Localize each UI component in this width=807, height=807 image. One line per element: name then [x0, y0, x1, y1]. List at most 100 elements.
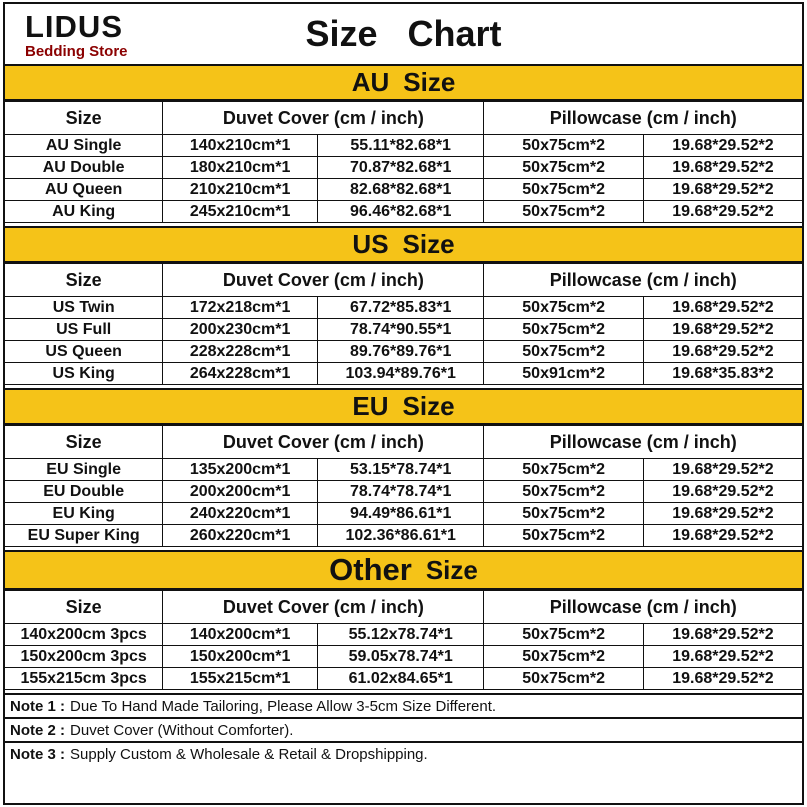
note-row: Note 2 : Duvet Cover (Without Comforter).	[5, 717, 802, 741]
note-label: Note 2 :	[10, 721, 66, 739]
col-header-size: Size	[5, 425, 164, 459]
size-cell: EU Single	[5, 458, 164, 481]
duvet-inch-cell: 89.76*89.76*1	[316, 340, 485, 363]
section-banner-other: Other Size	[5, 550, 802, 590]
size-cell: EU King	[5, 502, 164, 525]
size-cell: EU Super King	[5, 524, 164, 547]
col-header-size: Size	[5, 263, 164, 297]
col-header-pillowcase: Pillowcase (cm / inch)	[483, 263, 802, 297]
table-row: 150x200cm 3pcs 150x200cm*1 59.05x78.74*1 50…	[5, 645, 802, 668]
section-banner-eu: EU Size	[5, 388, 802, 425]
table-row: US Twin 172x218cm*1 67.72*85.83*1 50x75cm*2…	[5, 296, 802, 319]
duvet-inch-cell: 102.36*86.61*1	[316, 524, 485, 547]
size-cell: US King	[5, 362, 164, 385]
section-other: Other Size Size Duvet Cover (cm / inch) Pill…	[5, 550, 802, 690]
duvet-cm-cell: 135x200cm*1	[162, 458, 318, 481]
duvet-cm-cell: 228x228cm*1	[162, 340, 318, 363]
pillow-inch-cell: 19.68*29.52*2	[642, 480, 802, 503]
duvet-inch-cell: 61.02x84.65*1	[316, 667, 485, 690]
pillow-inch-cell: 19.68*29.52*2	[642, 296, 802, 319]
note-text: Due To Hand Made Tailoring, Please Allow…	[70, 697, 497, 715]
size-table-us: Size Duvet Cover (cm / inch) Pillowcase (c…	[5, 263, 802, 385]
duvet-cm-cell: 180x210cm*1	[162, 156, 318, 179]
column-header-row: Size Duvet Cover (cm / inch) Pillowcase (c…	[5, 425, 802, 459]
col-header-pillowcase: Pillowcase (cm / inch)	[483, 425, 802, 459]
duvet-inch-cell: 67.72*85.83*1	[316, 296, 485, 319]
note-row: Note 1 : Due To Hand Made Tailoring, Plea…	[5, 693, 802, 717]
pillow-inch-cell: 19.68*29.52*2	[642, 200, 802, 223]
duvet-inch-cell: 59.05x78.74*1	[316, 645, 485, 668]
pillow-cm-cell: 50x75cm*2	[483, 502, 644, 525]
pillow-inch-cell: 19.68*35.83*2	[642, 362, 802, 385]
duvet-inch-cell: 78.74*78.74*1	[316, 480, 485, 503]
duvet-cm-cell: 140x200cm*1	[162, 623, 318, 646]
section-eu: EU Size Size Duvet Cover (cm / inch) Pillowc…	[5, 388, 802, 547]
duvet-cm-cell: 155x215cm*1	[162, 667, 318, 690]
table-row: EU Single 135x200cm*1 53.15*78.74*1 50x75cm…	[5, 458, 802, 481]
page-title: Size Chart	[305, 13, 502, 54]
banner-region-label: EU	[352, 391, 389, 421]
size-cell: US Full	[5, 318, 164, 341]
pillow-cm-cell: 50x91cm*2	[483, 362, 644, 385]
pillow-inch-cell: 19.68*29.52*2	[642, 178, 802, 201]
column-header-row: Size Duvet Cover (cm / inch) Pillowcase (c…	[5, 590, 802, 624]
duvet-cm-cell: 150x200cm*1	[162, 645, 318, 668]
note-label: Note 1 :	[10, 697, 66, 715]
banner-size-label: Size	[425, 554, 478, 585]
section-us: US Size Size Duvet Cover (cm / inch) Pillowc…	[5, 226, 802, 385]
pillow-inch-cell: 19.68*29.52*2	[642, 318, 802, 341]
section-banner-au: AU Size	[5, 64, 802, 101]
duvet-cm-cell: 245x210cm*1	[162, 200, 318, 223]
table-row: AU Queen 210x210cm*1 82.68*82.68*1 50x75cm*…	[5, 178, 802, 201]
note-text: Supply Custom & Wholesale & Retail & Dro…	[70, 745, 428, 763]
banner-region-label: US	[352, 229, 389, 259]
col-header-size: Size	[5, 101, 164, 135]
size-cell: 150x200cm 3pcs	[5, 645, 164, 668]
duvet-cm-cell: 140x210cm*1	[162, 134, 318, 157]
pillow-inch-cell: 19.68*29.52*2	[642, 458, 802, 481]
size-table-eu: Size Duvet Cover (cm / inch) Pillowcase (c…	[5, 425, 802, 547]
size-table-au: Size Duvet Cover (cm / inch) Pillowcase (c…	[5, 101, 802, 223]
pillow-cm-cell: 50x75cm*2	[483, 156, 644, 179]
notes: Note 1 : Due To Hand Made Tailoring, Plea…	[5, 693, 802, 765]
size-cell: 140x200cm 3pcs	[5, 623, 164, 646]
banner-region-label: Other	[329, 552, 412, 587]
pillow-cm-cell: 50x75cm*2	[483, 296, 644, 319]
size-cell: US Queen	[5, 340, 164, 363]
table-row: US King 264x228cm*1 103.94*89.76*1 50x91cm*…	[5, 362, 802, 385]
pillow-cm-cell: 50x75cm*2	[483, 178, 644, 201]
banner-region-label: AU	[351, 67, 390, 97]
table-row: EU Double 200x200cm*1 78.74*78.74*1 50x75cm…	[5, 480, 802, 503]
pillow-cm-cell: 50x75cm*2	[483, 340, 644, 363]
pillow-inch-cell: 19.68*29.52*2	[642, 667, 802, 690]
duvet-inch-cell: 103.94*89.76*1	[316, 362, 485, 385]
duvet-inch-cell: 96.46*82.68*1	[316, 200, 485, 223]
note-label: Note 3 :	[10, 745, 66, 763]
banner-size-label: Size	[403, 67, 456, 97]
pillow-inch-cell: 19.68*29.52*2	[642, 340, 802, 363]
pillow-cm-cell: 50x75cm*2	[483, 318, 644, 341]
col-header-duvet-cover: Duvet Cover (cm / inch)	[162, 425, 485, 459]
store-logo: LIDUS Bedding Store	[25, 11, 128, 59]
pillow-inch-cell: 19.68*29.52*2	[642, 134, 802, 157]
duvet-cm-cell: 210x210cm*1	[162, 178, 318, 201]
table-row: EU King 240x220cm*1 94.49*86.61*1 50x75cm*2…	[5, 502, 802, 525]
size-cell: AU King	[5, 200, 164, 223]
size-cell: AU Queen	[5, 178, 164, 201]
pillow-cm-cell: 50x75cm*2	[483, 645, 644, 668]
duvet-cm-cell: 240x220cm*1	[162, 502, 318, 525]
duvet-inch-cell: 82.68*82.68*1	[316, 178, 485, 201]
duvet-inch-cell: 70.87*82.68*1	[316, 156, 485, 179]
table-row: 155x215cm 3pcs 155x215cm*1 61.02x84.65*1 50…	[5, 667, 802, 690]
duvet-inch-cell: 94.49*86.61*1	[316, 502, 485, 525]
pillow-cm-cell: 50x75cm*2	[483, 200, 644, 223]
section-banner-us: US Size	[5, 226, 802, 263]
store-subtitle: Bedding Store	[25, 43, 128, 60]
pillow-cm-cell: 50x75cm*2	[483, 480, 644, 503]
banner-size-label: Size	[402, 391, 455, 421]
table-row: AU Single 140x210cm*1 55.11*82.68*1 50x75cm…	[5, 134, 802, 157]
column-header-row: Size Duvet Cover (cm / inch) Pillowcase (c…	[5, 101, 802, 135]
banner-size-label: Size	[402, 229, 455, 259]
pillow-cm-cell: 50x75cm*2	[483, 524, 644, 547]
table-row: AU Double 180x210cm*1 70.87*82.68*1 50x75cm…	[5, 156, 802, 179]
